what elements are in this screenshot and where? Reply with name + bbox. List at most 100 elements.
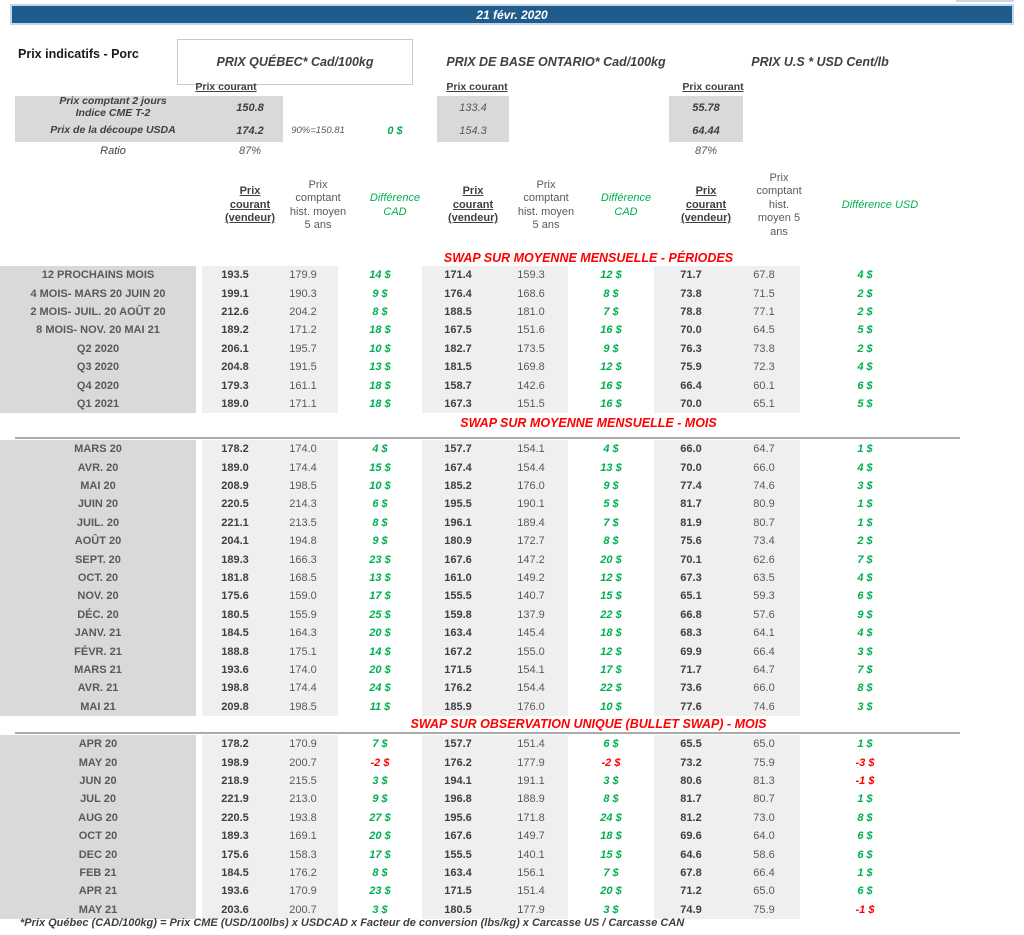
prix-courant-cell: 81.9 [654,513,728,533]
table-row: Q4 2020 179.3 161.1 18 $158.7 142.6 16 $66.4 6… [0,376,1024,395]
hist-moyen-cell: 213.5 [268,513,338,533]
difference-cell: 6 $ [857,590,873,603]
banner-swap-periodes: SWAP SUR MOYENNE MENSUELLE - PÉRIODES [443,251,734,265]
difference-cell: 20 $ [369,627,391,640]
hist-moyen-cell: 190.1 [494,495,568,514]
spot-us-value: 55.78 [669,96,743,119]
hist-moyen-cell: 168.6 [494,284,568,303]
prix-courant-cell: 163.4 [422,624,494,643]
period-cell: 2 MOIS- JUIL. 20 AOÛT 20 [0,302,196,322]
difference-cell: 9 $ [857,608,873,621]
prix-courant-cell: 218.9 [202,771,268,791]
hist-moyen-cell: 164.3 [268,624,338,643]
prix-courant-cell: 69.6 [654,826,728,846]
prix-courant-cell: 155.5 [422,587,494,606]
period-cell: AVR. 21 [0,679,196,698]
difference-cell: 8 $ [372,305,388,318]
spot-note-90pct: 90%=150.81 [291,125,345,136]
difference-cell: 6 $ [603,738,619,751]
hist-moyen-cell: 65.1 [728,394,800,414]
table-row: MAI 20 208.9 198.5 10 $ 185.2 176.0 9 $ 77.4 74.… [0,476,1024,496]
prix-courant-cell: 167.3 [422,394,494,414]
period-cell: FEB 21 [0,863,196,883]
difference-cell: 2 $ [857,342,873,355]
difference-cell: 9 $ [372,287,388,300]
prix-courant-cell: 181.8 [202,568,268,588]
prix-courant-cell: 220.5 [202,808,268,827]
prix-courant-cell: 221.1 [202,513,268,533]
hist-moyen-cell: 171.8 [494,808,568,827]
hist-moyen-cell: 71.5 [728,284,800,303]
hist-moyen-cell: 74.6 [728,697,800,716]
hist-moyen-cell: 200.7 [268,900,338,919]
hist-moyen-cell: 170.9 [268,734,338,754]
prix-courant-cell: 77.4 [654,476,728,496]
difference-cell: 12 $ [600,572,622,585]
hist-moyen-cell: 215.5 [268,771,338,791]
prix-courant-cell: 69.9 [654,642,728,661]
difference-cell: 15 $ [600,848,622,861]
difference-cell: 8 $ [857,682,873,695]
table-row: APR 21 193.6 170.9 23 $ 171.5 151.4 20 $ 71.2 65… [0,882,1024,901]
period-cell: AUG 20 [0,808,196,827]
prix-courant-cell: 171.4 [422,266,494,285]
header-prix-courant-vendeur: Prix courant (vendeur) [447,185,499,225]
prix-courant-cell: 81.7 [654,495,728,514]
prix-courant-cell: 221.9 [202,790,268,809]
difference-cell: 5 $ [857,397,873,410]
prix-courant-cell: 65.1 [654,587,728,606]
prix-courant-cell: 71.7 [654,660,728,680]
table-row: JANV. 21 184.5 164.3 20 $ 163.4 145.4 18 $ 68.3… [0,624,1024,643]
table-row: DÉC. 20 180.5 155.9 25 $ 159.8 137.9 22 $ 66.8 5… [0,605,1024,625]
hist-moyen-cell: 198.5 [268,697,338,716]
spot-row-cme-index: Prix comptant 2 jours Indice CME T-2 150… [15,96,945,119]
difference-cell: 5 $ [603,498,619,511]
table-row: AVR. 20 189.0 174.4 15 $ 167.4 154.4 13 $ 70.0 6… [0,458,1024,477]
difference-cell: 4 $ [857,269,873,282]
prix-courant-cell: 167.6 [422,550,494,569]
prix-courant-cell: 208.9 [202,476,268,496]
difference-cell: 23 $ [369,885,391,898]
difference-cell: 6 $ [372,498,388,511]
difference-cell: 16 $ [600,324,622,337]
page-title: Prix indicatifs - Porc [18,47,139,61]
hist-moyen-cell: 74.6 [728,476,800,496]
difference-cell: 8 $ [603,535,619,548]
prix-courant-cell: 71.2 [654,882,728,901]
prix-courant-cell: 195.6 [422,808,494,827]
hist-moyen-cell: 177.9 [494,900,568,919]
table-bullet-swap: APR 20 178.2 170.9 7 $157.7 151.4 6 $65.5 65.0… [0,734,1024,919]
period-cell: MAI 20 [0,476,196,496]
hist-moyen-cell: 190.3 [268,284,338,303]
header-difference-cad: Différence CAD [369,192,421,218]
prix-courant-cell: 81.2 [654,808,728,827]
hist-moyen-cell: 189.4 [494,513,568,533]
prix-courant-cell: 198.8 [202,679,268,698]
difference-cell: 13 $ [600,461,622,474]
prix-courant-cell: 220.5 [202,495,268,514]
prix-courant-cell: 73.6 [654,679,728,698]
hist-moyen-cell: 151.6 [494,321,568,340]
hist-moyen-cell: 73.8 [728,339,800,358]
difference-cell: 16 $ [600,379,622,392]
prix-courant-cell: 66.8 [654,605,728,625]
spot-price-section: Prix comptant 2 jours Indice CME T-2 150… [0,96,1024,159]
difference-cell: 17 $ [600,664,622,676]
header-hist-moyen-5ans: Prix comptant hist. moyen 5 ans [517,178,575,231]
hist-moyen-cell: 191.1 [494,771,568,791]
prix-courant-cell: 70.1 [654,550,728,569]
table-row: APR 20 178.2 170.9 7 $ 157.7 151.4 6 $ 65.5 65.0… [0,734,1024,754]
prix-courant-cell: 77.6 [654,697,728,716]
prix-courant-cell: 73.8 [654,284,728,303]
banner-swap-mois: SWAP SUR MOYENNE MENSUELLE - MOIS [15,413,960,440]
table-row: OCT. 20 181.8 168.5 13 $ 161.0 149.2 12 $ 67.3 6… [0,568,1024,588]
table-row: AOÛT 20 204.1 194.8 9 $ 180.9 172.7 8 $ 75.6 73.… [0,532,1024,551]
spot-quebec-value: 174.2 [217,119,283,142]
header-prix-courant-vendeur: Prix courant (vendeur) [224,185,276,225]
spot-row-ratio: Ratio 87% 87% [15,142,945,159]
difference-cell: 4 $ [857,361,873,374]
difference-cell: 2 $ [857,305,873,318]
swap-tables: SWAP SUR MOYENNE MENSUELLE - PÉRIODES 12… [0,251,1024,919]
period-cell: JUIN 20 [0,495,196,514]
